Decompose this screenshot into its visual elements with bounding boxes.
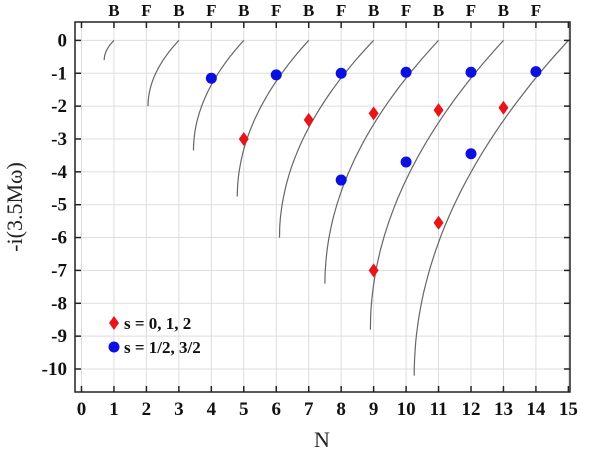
legend: s = 0, 1, 2 s = 1/2, 3/2 [108, 314, 201, 357]
y-tick-label: -4 [51, 162, 67, 183]
top-label: F [336, 1, 346, 20]
circle-marker [400, 66, 412, 78]
ticks: 0 1 2 3 4 5 6 7 8 9 10 11 12 13 14 150-1-2-3-4-5-6-7-8-… [42, 1, 578, 420]
top-label: F [206, 1, 216, 20]
x-tick-label: 2 [142, 399, 152, 420]
diamond-marker [433, 103, 444, 118]
x-tick-label: 6 [271, 399, 281, 420]
diamond-marker [368, 106, 379, 121]
plot-frame [74, 21, 571, 393]
y-tick-label: -10 [42, 359, 67, 380]
y-tick-label: -9 [51, 326, 67, 347]
y-tick-label: -6 [51, 228, 67, 249]
circle-marker [400, 156, 412, 168]
legend-diamond-icon [109, 316, 119, 330]
branch-curve [103, 39, 115, 61]
diamond-marker [368, 263, 379, 278]
circle-marker [335, 174, 347, 186]
branch-curve [192, 40, 245, 151]
grid [75, 22, 570, 392]
x-tick-label: 3 [174, 399, 184, 420]
top-label: B [368, 1, 379, 20]
x-tick-label: 10 [397, 399, 416, 420]
x-tick-label: 15 [559, 399, 578, 420]
branch-curve [413, 39, 569, 376]
branch-curve [324, 39, 439, 284]
top-label: B [173, 1, 184, 20]
y-axis-label: -i(3.5Mω) [2, 162, 27, 252]
x-tick-label: 11 [430, 399, 448, 420]
top-label: B [303, 1, 314, 20]
y-tick-label: 0 [58, 30, 68, 51]
y-tick-label: -1 [51, 63, 67, 84]
y-tick-label: -5 [51, 195, 67, 216]
x-axis-label: N [314, 427, 330, 452]
diamond-marker [303, 112, 314, 127]
x-tick-label: 5 [239, 399, 249, 420]
top-label: F [466, 1, 476, 20]
circle-marker [335, 67, 347, 79]
top-label: F [401, 1, 411, 20]
x-tick-label: 14 [526, 399, 546, 420]
y-tick-label: -3 [51, 129, 67, 150]
branch-curve [147, 39, 180, 107]
x-tick-label: 13 [494, 399, 513, 420]
y-tick-label: -7 [51, 260, 67, 281]
circle-marker [270, 69, 282, 81]
x-tick-label: 8 [336, 399, 346, 420]
top-label: F [141, 1, 151, 20]
diamond-marker [433, 215, 444, 230]
circle-marker [465, 148, 477, 160]
legend-circle-icon [108, 341, 120, 353]
x-tick-label: 1 [109, 399, 119, 420]
x-tick-label: 4 [207, 399, 217, 420]
curves [103, 39, 569, 376]
x-tick-label: 7 [304, 399, 314, 420]
circle-marker [205, 72, 217, 84]
circle-marker [465, 66, 477, 78]
x-tick-label: 12 [462, 399, 481, 420]
y-tick-label: -8 [51, 293, 67, 314]
x-tick-label: 9 [369, 399, 379, 420]
x-tick-label: 0 [77, 399, 87, 420]
top-label: F [271, 1, 281, 20]
top-label: F [531, 1, 541, 20]
markers [205, 66, 542, 278]
legend-label-half-spin: s = 1/2, 3/2 [124, 338, 201, 357]
branch-curve [236, 39, 310, 197]
y-tick-label: -2 [51, 96, 67, 117]
circle-marker [530, 66, 542, 78]
top-label: B [108, 1, 119, 20]
diamond-marker [498, 100, 509, 115]
top-label: B [498, 1, 509, 20]
diamond-marker [238, 131, 249, 146]
top-label: B [238, 1, 249, 20]
legend-label-integer-spin: s = 0, 1, 2 [124, 314, 191, 333]
top-label: B [433, 1, 444, 20]
branch-curve [369, 39, 504, 330]
